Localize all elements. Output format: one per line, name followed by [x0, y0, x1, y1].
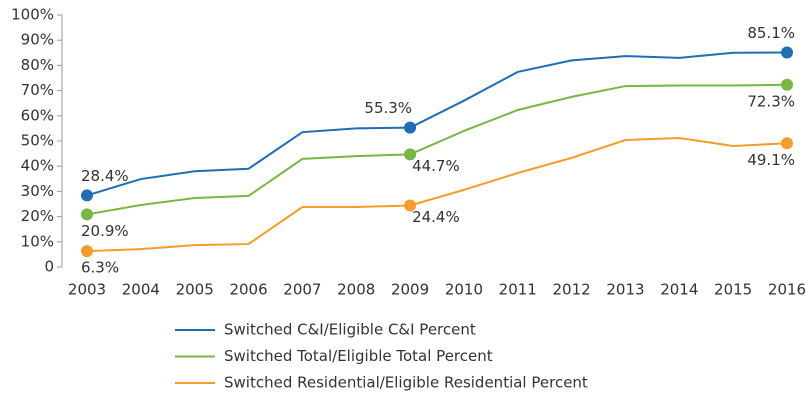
data-point — [81, 189, 93, 202]
y-tick-label: 0 — [44, 258, 54, 276]
data-point — [781, 78, 793, 91]
y-tick-label: 10% — [21, 232, 54, 250]
x-tick-label: 2012 — [553, 281, 591, 299]
y-tick-label: 40% — [21, 157, 54, 175]
data-label: 72.3% — [747, 92, 795, 110]
series-line — [86, 51, 788, 197]
data-label: 24.4% — [412, 208, 460, 226]
y-tick-label: 100% — [11, 6, 54, 24]
x-tick-label: 2008 — [337, 281, 375, 299]
x-tick-label: 2016 — [768, 281, 806, 299]
data-label: 55.3% — [364, 99, 412, 117]
y-tick-label: 60% — [21, 106, 54, 124]
x-tick-label: 2003 — [68, 281, 106, 299]
data-label: 44.7% — [412, 157, 460, 175]
data-point — [404, 148, 417, 161]
y-tick-label: 90% — [21, 31, 54, 49]
series-line — [86, 136, 788, 253]
x-tick-label: 2007 — [283, 281, 321, 299]
data-point — [81, 245, 93, 258]
y-tick-label: 30% — [21, 182, 54, 200]
data-point — [404, 121, 417, 134]
data-point — [81, 208, 93, 221]
data-label: 85.1% — [747, 24, 795, 42]
data-label: 49.1% — [747, 151, 795, 169]
data-label: 6.3% — [81, 259, 119, 277]
data-label: 28.4% — [81, 167, 129, 185]
x-tick-label: 2011 — [499, 281, 537, 299]
y-tick-label: 20% — [21, 207, 54, 225]
y-tick-label: 80% — [21, 56, 54, 74]
legend-label: Switched C&I/Eligible C&I Percent — [224, 321, 476, 339]
data-label: 20.9% — [81, 222, 129, 240]
series-line — [86, 83, 788, 216]
x-tick-label: 2005 — [176, 281, 214, 299]
x-tick-label: 2014 — [660, 281, 698, 299]
y-tick-label: 50% — [21, 132, 54, 150]
x-tick-label: 2010 — [445, 281, 483, 299]
data-point — [781, 46, 793, 59]
legend-label: Switched Residential/Eligible Residentia… — [224, 374, 588, 392]
x-tick-label: 2015 — [714, 281, 752, 299]
y-tick-label: 70% — [21, 81, 54, 99]
legend-label: Switched Total/Eligible Total Percent — [224, 347, 493, 365]
x-tick-label: 2006 — [229, 281, 267, 299]
data-point — [404, 199, 417, 212]
x-tick-label: 2013 — [606, 281, 644, 299]
x-tick-label: 2004 — [122, 281, 160, 299]
data-point — [781, 137, 793, 150]
x-tick-label: 2009 — [391, 281, 429, 299]
